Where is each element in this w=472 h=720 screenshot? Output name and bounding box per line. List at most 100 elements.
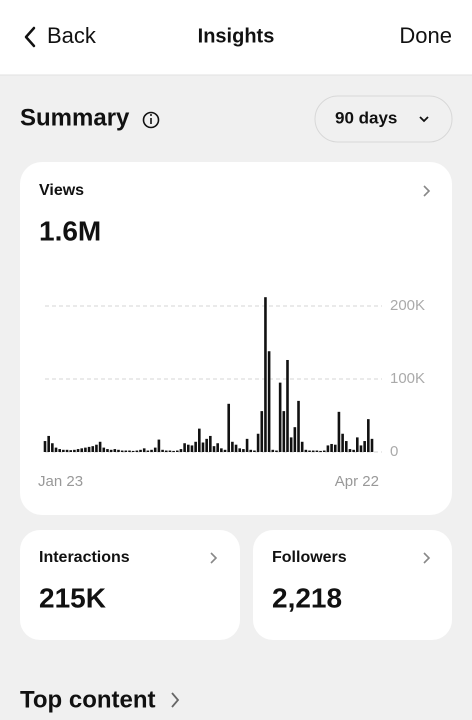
bar <box>315 450 319 452</box>
views-chevron <box>423 185 431 197</box>
top-content-chevron <box>171 692 180 708</box>
bar <box>242 449 245 452</box>
followers-card[interactable] <box>253 530 452 640</box>
bar <box>109 449 113 452</box>
bar <box>194 441 197 452</box>
followers-value: 2,218 <box>272 582 342 613</box>
y-tick-label: 100K <box>390 370 425 387</box>
bar <box>65 449 69 452</box>
bar <box>186 444 190 452</box>
bar <box>205 438 208 452</box>
bar <box>139 449 142 452</box>
bar <box>157 439 161 452</box>
y-tick-label: 200K <box>390 297 425 314</box>
bar <box>344 441 348 452</box>
bar <box>91 446 95 452</box>
bar <box>62 449 65 452</box>
info-icon[interactable] <box>142 111 160 129</box>
bar <box>282 411 286 452</box>
followers-chevron <box>423 552 431 564</box>
bar <box>256 433 260 452</box>
bar <box>356 437 359 452</box>
top-content-title[interactable]: Top content <box>20 686 156 713</box>
bar <box>363 441 366 452</box>
bar <box>179 449 183 452</box>
bar <box>260 411 264 452</box>
bar <box>168 450 172 452</box>
bar <box>172 450 175 452</box>
bar <box>128 450 131 452</box>
bar <box>102 447 106 452</box>
bar <box>142 448 146 452</box>
bar <box>95 444 98 452</box>
bar <box>289 437 293 452</box>
bar <box>341 433 344 452</box>
bar <box>120 450 124 452</box>
bar <box>253 450 256 452</box>
summary-title: Summary <box>20 104 130 131</box>
bar <box>300 441 304 452</box>
bar <box>348 449 352 452</box>
bar <box>330 443 333 452</box>
bar <box>286 359 289 452</box>
bar <box>106 449 109 452</box>
x-tick-label: Apr 22 <box>335 473 379 490</box>
bar <box>73 449 76 452</box>
bar <box>275 450 278 452</box>
bar <box>209 435 212 452</box>
bar <box>201 442 205 452</box>
bar <box>337 411 341 452</box>
bar <box>370 438 374 452</box>
back-chevron[interactable] <box>24 26 36 48</box>
bar <box>135 450 139 452</box>
y-tick-label: 0 <box>390 443 398 460</box>
bar <box>278 382 282 452</box>
bar <box>183 443 186 452</box>
bar <box>352 449 355 452</box>
bar <box>319 450 322 452</box>
bar <box>69 450 73 452</box>
bar <box>146 450 150 452</box>
bar <box>267 351 271 452</box>
bar <box>234 444 238 452</box>
bar <box>245 438 249 452</box>
bar <box>164 450 168 452</box>
bar <box>153 447 157 452</box>
bar <box>54 447 58 452</box>
bar <box>212 446 216 452</box>
bar <box>249 449 253 452</box>
views-value: 1.6M <box>39 215 101 246</box>
period-chevron <box>419 116 429 123</box>
bar <box>84 447 87 452</box>
bar <box>308 450 311 452</box>
bar <box>131 450 135 452</box>
period-label[interactable]: 90 days <box>335 108 397 127</box>
followers-label: Followers <box>272 549 347 566</box>
bar <box>175 450 179 452</box>
bar <box>47 435 50 452</box>
done-button[interactable]: Done <box>399 23 452 48</box>
bar <box>216 443 219 452</box>
bar <box>311 450 315 452</box>
bar <box>220 448 223 452</box>
bar <box>293 427 297 452</box>
bar <box>117 449 120 452</box>
bar <box>231 441 234 452</box>
bar <box>227 403 231 452</box>
interactions-card[interactable] <box>20 530 240 640</box>
bar <box>80 448 84 452</box>
bar <box>124 450 128 452</box>
interactions-label: Interactions <box>39 549 130 566</box>
bar <box>271 449 275 452</box>
bar <box>238 448 242 452</box>
period-selector[interactable] <box>314 95 453 143</box>
bar <box>150 449 153 452</box>
interactions-chevron <box>210 552 218 564</box>
bar <box>264 297 267 452</box>
bar <box>161 449 164 452</box>
views-card[interactable] <box>20 162 452 515</box>
bar <box>304 449 308 452</box>
back-button[interactable]: Back <box>47 23 97 48</box>
bar <box>51 443 54 452</box>
